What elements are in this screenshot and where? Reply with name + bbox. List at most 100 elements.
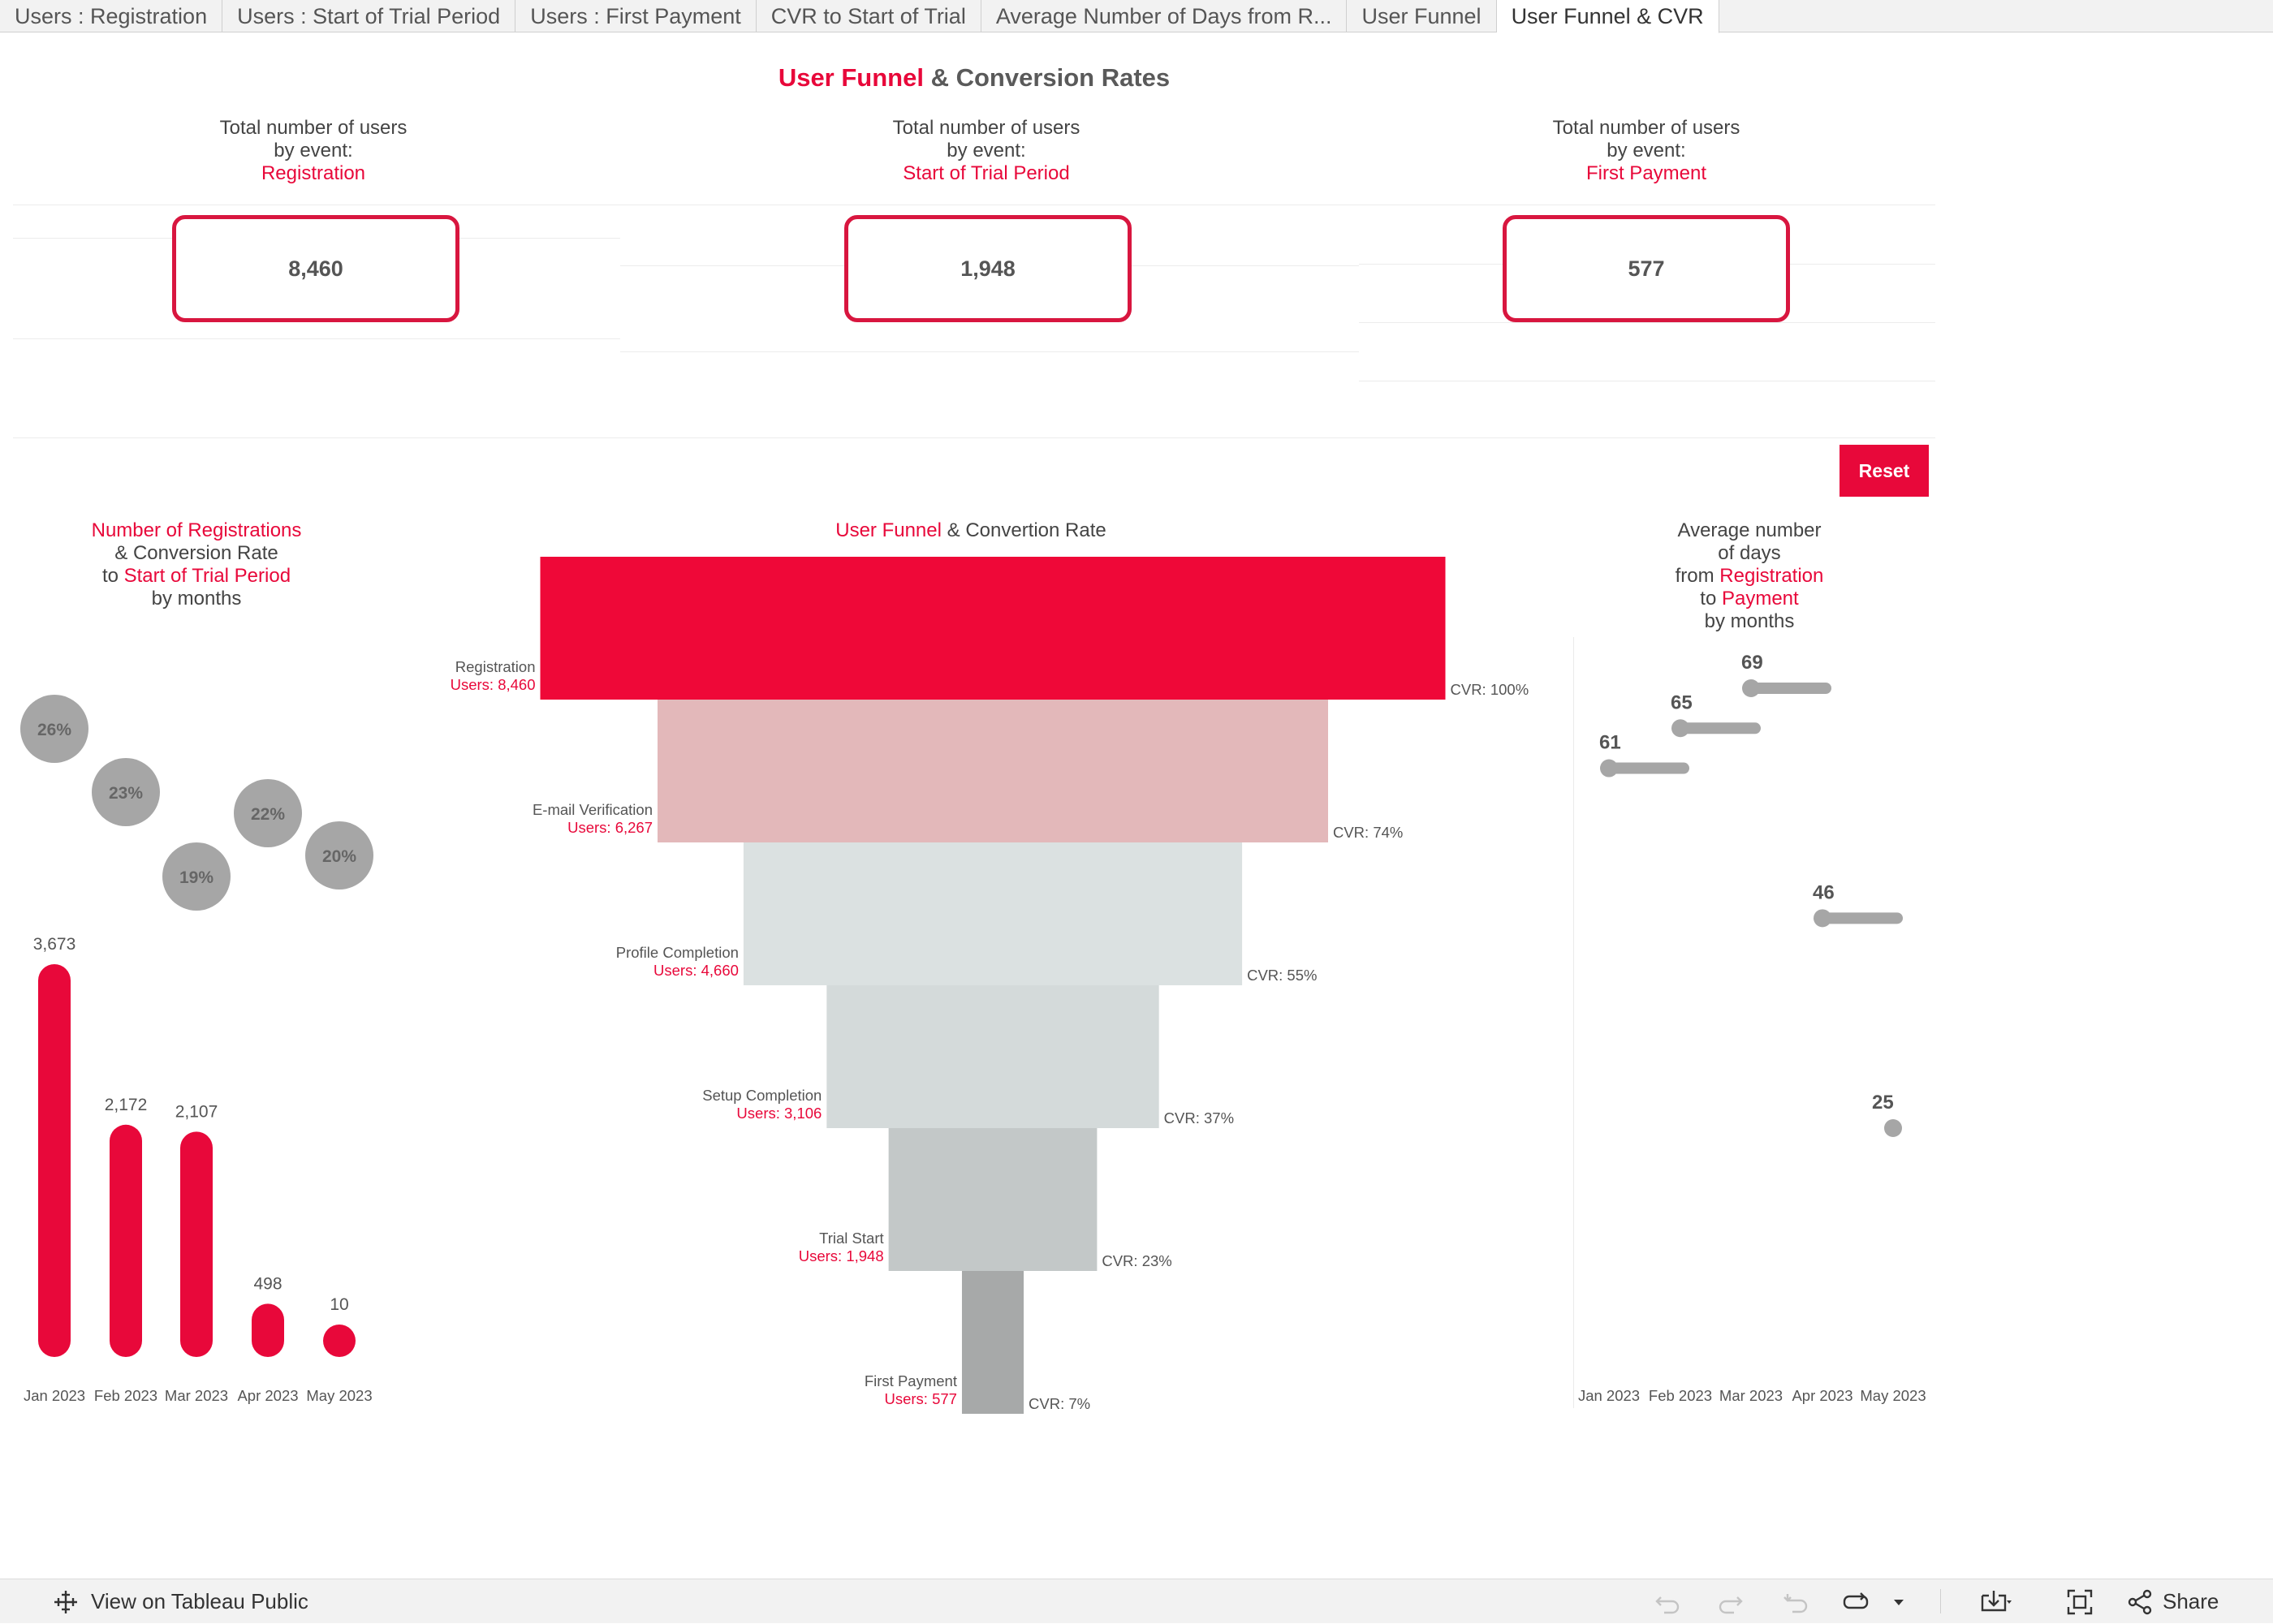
cvr-bubble-label: 26% xyxy=(37,721,71,739)
x-axis-label: Jan 2023 xyxy=(1578,1387,1640,1404)
tab-users-registration[interactable]: Users : Registration xyxy=(0,0,223,32)
avg-days-point xyxy=(1671,719,1689,738)
cvr-bubble xyxy=(305,821,373,890)
reset-button[interactable]: Reset xyxy=(1840,445,1929,497)
refresh-button[interactable] xyxy=(1841,1579,1870,1624)
registration-bar xyxy=(180,1131,213,1357)
tab-user-funnel[interactable]: User Funnel xyxy=(1347,0,1497,32)
undo-button[interactable] xyxy=(1653,1579,1682,1624)
registration-bar xyxy=(110,1124,142,1357)
cvr-bubble-label: 23% xyxy=(109,784,143,803)
funnel-stage-name: Trial Start xyxy=(819,1230,884,1247)
kpi-header-line2: by event: xyxy=(1607,140,1686,162)
funnel-stage-users: Users: 577 xyxy=(885,1390,957,1407)
revert-button[interactable] xyxy=(1781,1579,1810,1624)
undo-icon xyxy=(1655,1596,1680,1613)
dashboard-title-rest: & Conversion Rates xyxy=(923,63,1171,92)
avg-days-point xyxy=(1600,759,1618,778)
tab-average-days[interactable]: Average Number of Days from R... xyxy=(981,0,1348,32)
funnel-stage-users: Users: 4,660 xyxy=(653,962,739,979)
funnel-stage-cvr: CVR: 7% xyxy=(1029,1395,1090,1412)
registration-value-label: 498 xyxy=(253,1274,282,1293)
registration-value-label: 2,107 xyxy=(175,1102,218,1121)
kpi-header-payment: Total number of users by event: First Pa… xyxy=(1484,117,1809,185)
avg-days-point xyxy=(1742,679,1760,697)
kpi-value-registration[interactable]: 8,460 xyxy=(172,215,459,322)
kpi-header-event: Registration xyxy=(261,162,366,184)
download-button[interactable] xyxy=(1979,1579,2012,1624)
right-title-line1: Average number xyxy=(1677,519,1822,541)
funnel-stage-bar xyxy=(743,842,1243,985)
kpi-header-line2: by event: xyxy=(274,140,353,162)
funnel-stage-users: Users: 6,267 xyxy=(567,819,653,836)
tab-bar: Users : Registration Users : Start of Tr… xyxy=(0,0,2273,33)
gridline xyxy=(620,351,1359,352)
cvr-bubble xyxy=(20,695,88,763)
cvr-bubble-label: 22% xyxy=(251,805,285,824)
right-title-line2: of days xyxy=(1718,542,1781,564)
funnel-stage-cvr: CVR: 37% xyxy=(1164,1109,1234,1126)
funnel-stage-cvr: CVR: 74% xyxy=(1333,824,1403,841)
right-chart-title: Average number of days from Registration… xyxy=(1587,519,1912,633)
right-title-line5: by months xyxy=(1704,610,1795,632)
tab-users-start-of-trial[interactable]: Users : Start of Trial Period xyxy=(222,0,516,32)
share-button[interactable]: Share xyxy=(2125,1579,2219,1624)
funnel-stage-name: Profile Completion xyxy=(616,944,739,961)
charts-canvas: 3,673 Jan 2023 2,172 Feb 2023 2,107 Mar 2023 4… xyxy=(20,557,1926,1414)
dashboard-title-red: User Funnel xyxy=(778,63,924,92)
kpi-header-line1: Total number of users xyxy=(219,117,408,139)
avg-days-label: 69 xyxy=(1741,652,1763,674)
left-title-line1: Number of Registrations xyxy=(91,519,302,541)
funnel-chart-title: User Funnel & Convertion Rate xyxy=(727,519,1214,542)
redo-button[interactable] xyxy=(1716,1579,1745,1624)
kpi-header-registration: Total number of users by event: Registra… xyxy=(151,117,476,185)
right-title-line4-red: Payment xyxy=(1721,588,1799,610)
registration-bar xyxy=(323,1325,356,1357)
x-axis-label: Apr 2023 xyxy=(237,1387,298,1404)
kpi-value-payment[interactable]: 577 xyxy=(1503,215,1790,322)
kpi-header-trial: Total number of users by event: Start of… xyxy=(824,117,1149,185)
registration-value-label: 2,172 xyxy=(105,1096,148,1114)
view-on-tableau-link[interactable]: View on Tableau Public xyxy=(52,1579,308,1624)
gridline xyxy=(13,338,620,339)
registration-value-label: 10 xyxy=(330,1295,348,1314)
refresh-dropdown[interactable] xyxy=(1891,1579,1906,1624)
funnel-stage-bar xyxy=(826,985,1159,1128)
dashboard-title: User Funnel & Conversion Rates xyxy=(0,63,1948,93)
right-title-line3-red: Registration xyxy=(1719,565,1824,587)
registration-bar xyxy=(252,1303,284,1357)
tab-user-funnel-cvr[interactable]: User Funnel & CVR xyxy=(1496,0,1719,33)
cvr-bubble xyxy=(162,842,231,911)
share-label: Share xyxy=(2163,1589,2219,1613)
funnel-stage-cvr: CVR: 55% xyxy=(1247,967,1317,984)
x-axis-label: Jan 2023 xyxy=(24,1387,85,1404)
left-title-line3: to Start of Trial Period xyxy=(34,565,359,588)
bottom-toolbar: View on Tableau Public Share xyxy=(0,1579,2273,1623)
x-axis-label: Apr 2023 xyxy=(1792,1387,1852,1404)
tableau-icon xyxy=(54,1590,77,1613)
fullscreen-icon xyxy=(2067,1589,2093,1614)
fullscreen-button[interactable] xyxy=(2065,1579,2094,1624)
x-axis-label: Feb 2023 xyxy=(94,1387,157,1404)
kpi-header-line1: Total number of users xyxy=(892,117,1080,139)
left-title-line3-red: Start of Trial Period xyxy=(123,565,291,587)
funnel-stage-cvr: CVR: 100% xyxy=(1451,681,1529,698)
tab-cvr-to-start-of-trial[interactable]: CVR to Start of Trial xyxy=(757,0,981,32)
funnel-stage-name: First Payment xyxy=(865,1372,957,1389)
tab-users-first-payment[interactable]: Users : First Payment xyxy=(515,0,757,32)
cvr-bubble-label: 20% xyxy=(322,847,356,866)
gridline xyxy=(1359,322,1935,323)
left-title-line3-pre: to xyxy=(101,565,124,587)
right-title-line3: from Registration xyxy=(1587,565,1912,588)
toolbar-separator xyxy=(1940,1589,1941,1613)
view-on-tableau-label: View on Tableau Public xyxy=(91,1589,308,1613)
funnel-title-rest: & Convertion Rate xyxy=(941,519,1106,541)
kpi-value-trial[interactable]: 1,948 xyxy=(844,215,1132,322)
funnel-stage-name: Registration xyxy=(455,658,536,675)
funnel-stage-users: Users: 8,460 xyxy=(451,676,536,693)
right-title-line3-pre: from xyxy=(1675,565,1720,587)
funnel-stage-name: E-mail Verification xyxy=(533,801,653,818)
funnel-stage-bar xyxy=(540,557,1446,700)
x-axis-label: Feb 2023 xyxy=(1649,1387,1712,1404)
avg-days-point xyxy=(1884,1119,1902,1137)
